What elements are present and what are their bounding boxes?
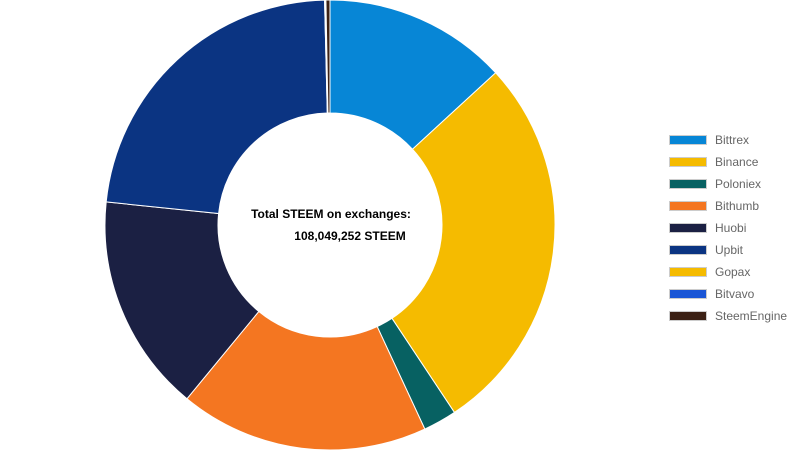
slice-huobi[interactable] — [104, 201, 260, 400]
legend-swatch — [669, 135, 707, 145]
legend-item-bithumb[interactable]: Bithumb — [669, 195, 794, 217]
legend-label: Poloniex — [715, 177, 762, 191]
legend-label: Binance — [715, 155, 759, 169]
legend-swatch — [669, 245, 707, 255]
legend-label: SteemEngine — [715, 309, 788, 323]
center-total: 108,049,252 STEEM — [294, 229, 406, 243]
legend-item-bittrex[interactable]: Bittrex — [669, 129, 794, 151]
legend-label: Gopax — [715, 265, 751, 279]
legend-swatch — [669, 289, 707, 299]
legend-label: Huobi — [715, 221, 747, 235]
legend-label: Upbit — [715, 243, 744, 257]
legend-swatch — [669, 311, 707, 321]
slice-steemengine[interactable] — [325, 0, 331, 114]
legend-swatch — [669, 223, 707, 233]
slice-upbit[interactable] — [105, 0, 328, 215]
slice-binance[interactable] — [391, 72, 556, 414]
legend-item-upbit[interactable]: Upbit — [669, 239, 794, 261]
legend-swatch — [669, 201, 707, 211]
slice-bithumb[interactable] — [186, 310, 426, 450]
legend-label: Bithumb — [715, 199, 760, 213]
legend-swatch — [669, 179, 707, 189]
legend-item-huobi[interactable]: Huobi — [669, 217, 794, 239]
legend-swatch — [669, 267, 707, 277]
legend-item-binance[interactable]: Binance — [669, 151, 794, 173]
center-title: Total STEEM on exchanges: — [251, 207, 411, 221]
legend-item-gopax[interactable]: Gopax — [669, 261, 794, 283]
legend-label: Bitvavo — [715, 287, 755, 301]
legend-item-poloniex[interactable]: Poloniex — [669, 173, 794, 195]
legend-item-bitvavo[interactable]: Bitvavo — [669, 283, 794, 305]
legend: Bittrex Binance Poloniex Bithumb Huobi Upbit G… — [669, 129, 794, 327]
legend-label: Bittrex — [715, 133, 750, 147]
legend-item-steemengine[interactable]: SteemEngine — [669, 305, 794, 327]
legend-swatch — [669, 157, 707, 167]
